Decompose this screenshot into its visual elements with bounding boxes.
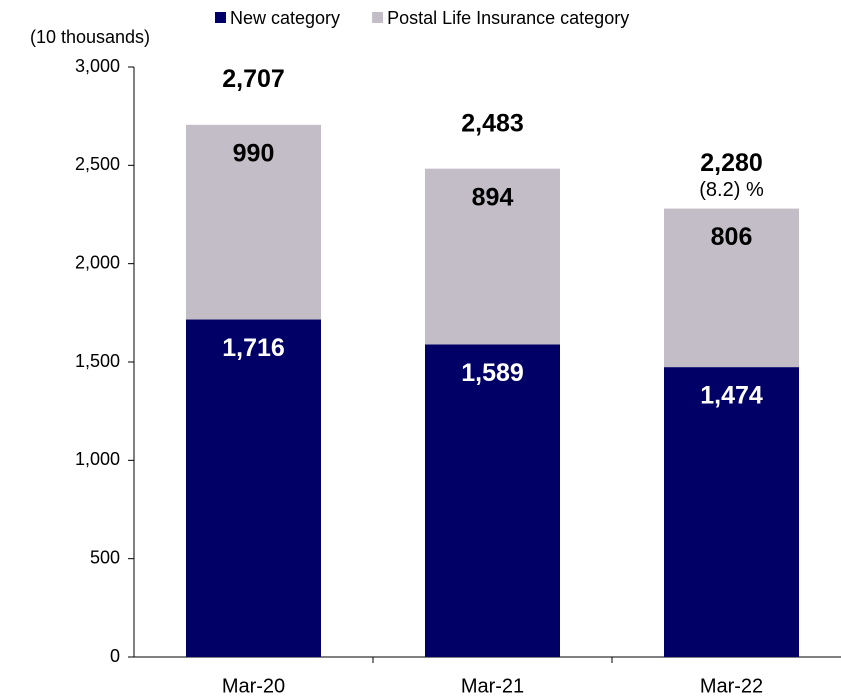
- bar-segment: [186, 124, 321, 320]
- legend-swatch: [372, 12, 384, 23]
- y-tick-label: 3,000: [75, 56, 120, 76]
- data-label: 894: [472, 183, 514, 211]
- bar-segment: [664, 367, 799, 657]
- y-tick-label: 0: [110, 646, 120, 666]
- bar-segment: [186, 319, 321, 657]
- y-tick-label: 2,500: [75, 154, 120, 174]
- y-tick-label: 1,000: [75, 449, 120, 469]
- total-label: 2,280: [700, 149, 763, 177]
- data-label: 1,716: [222, 334, 285, 362]
- legend-label: New category: [230, 8, 340, 28]
- bar-segment: [425, 344, 560, 657]
- legend-swatch: [215, 12, 226, 23]
- x-tick-label: Mar-21: [461, 675, 524, 697]
- y-tick-label: 500: [90, 547, 120, 567]
- total-label: 2,483: [461, 109, 524, 137]
- y-tick-label: 2,000: [75, 252, 120, 272]
- bar-segment: [664, 208, 799, 368]
- y-axis-label: (10 thousands): [30, 27, 150, 47]
- data-label: 990: [233, 139, 275, 167]
- data-label: 1,474: [700, 382, 763, 410]
- bar-segment: [425, 168, 560, 345]
- data-label: 1,589: [461, 359, 524, 387]
- x-tick-label: Mar-20: [222, 675, 285, 697]
- annotation: (8.2) %: [699, 179, 764, 201]
- total-label: 2,707: [222, 65, 285, 93]
- y-tick-label: 1,500: [75, 351, 120, 371]
- data-label: 806: [711, 223, 753, 251]
- x-tick-label: Mar-22: [700, 675, 763, 697]
- legend-label: Postal Life Insurance category: [387, 8, 629, 28]
